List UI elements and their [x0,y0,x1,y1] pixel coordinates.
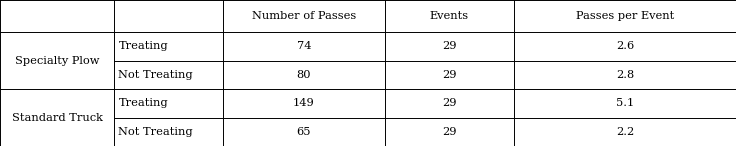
Text: Not Treating: Not Treating [118,127,193,137]
Text: 29: 29 [442,41,456,51]
Text: 29: 29 [442,127,456,137]
Text: 2.2: 2.2 [616,127,634,137]
Text: Treating: Treating [118,98,168,108]
Text: 74: 74 [297,41,311,51]
Text: Specialty Plow: Specialty Plow [15,56,99,66]
Text: Passes per Event: Passes per Event [576,11,674,21]
Text: 29: 29 [442,98,456,108]
Text: 29: 29 [442,70,456,80]
Text: 2.6: 2.6 [616,41,634,51]
Text: Not Treating: Not Treating [118,70,193,80]
Text: Events: Events [430,11,469,21]
Text: 65: 65 [297,127,311,137]
Text: 5.1: 5.1 [616,98,634,108]
Text: Number of Passes: Number of Passes [252,11,356,21]
Text: 2.8: 2.8 [616,70,634,80]
Text: Treating: Treating [118,41,168,51]
Text: 149: 149 [293,98,315,108]
Text: 80: 80 [297,70,311,80]
Text: Standard Truck: Standard Truck [12,113,102,122]
